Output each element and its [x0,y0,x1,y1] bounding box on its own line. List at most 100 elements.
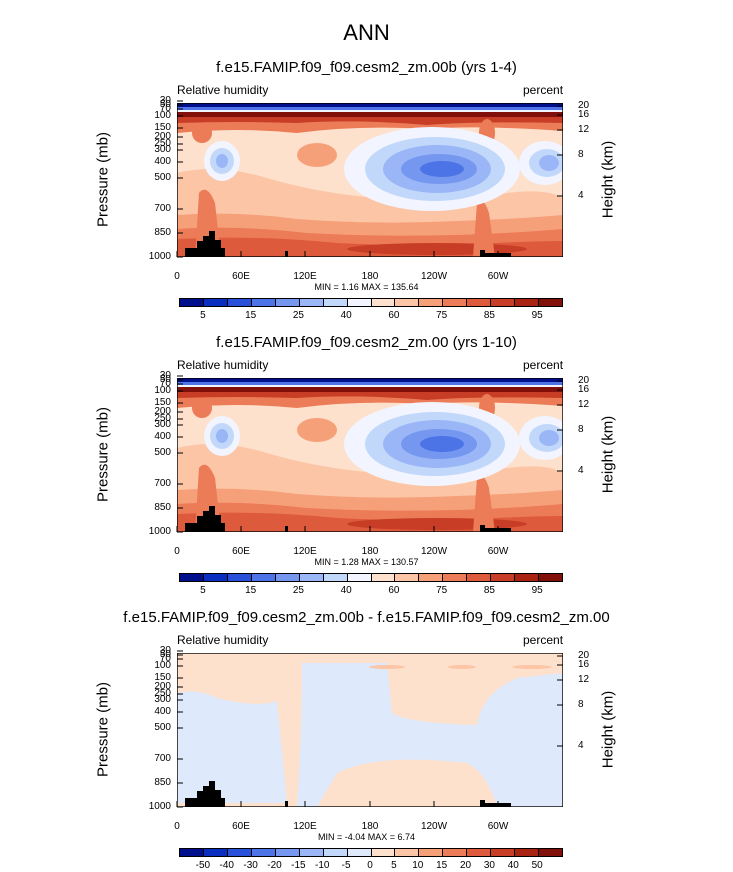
y2-tick-label: 8 [578,424,584,435]
colorbar-label: 95 [531,585,543,596]
colorbar-label: 15 [436,860,448,871]
contour-fill [192,123,212,143]
colorbar-label: 15 [245,310,257,321]
colorbar-box [180,574,204,581]
y-tick-label: 400 [154,431,171,442]
y-tick-label: 850 [154,502,171,513]
colorbar-box [203,299,228,306]
topography-mask [480,525,511,532]
colorbar-label: 5 [200,585,206,596]
colorbar [179,848,563,857]
colorbar-box [491,299,516,306]
colorbar-box [227,299,252,306]
y-tick-label: 150 [154,122,171,133]
colorbar-box [203,574,228,581]
panel-title: f.e15.FAMIP.f09_f09.cesm2_zm.00b - f.e15… [123,609,610,626]
contour-fill [177,691,287,803]
y-tick-label: 100 [154,660,171,671]
y2-tick-label: 20 [578,375,590,386]
y-tick-label: 200 [154,131,171,142]
y-tick-label: 500 [154,447,171,458]
axis-ticks [176,650,563,808]
x-tick-label: 180 [361,821,379,832]
colorbar-label: -20 [267,860,282,871]
contour-fill [420,436,464,452]
colorbar-label: 15 [245,585,257,596]
y-tick-label: 300 [154,144,171,155]
y-axis-title: Pressure (mb) [94,681,112,778]
y-tick-label: 70 [159,653,171,664]
x-tick-label: 60W [487,546,509,557]
colorbar-box [323,299,348,306]
topography-mask [480,800,511,807]
contour-fill [473,475,495,532]
colorbar-box [419,849,444,856]
contour-fill [216,429,228,443]
y-tick-label: 850 [154,777,171,788]
colorbar-box [491,574,516,581]
y-tick-label: 70 [159,103,171,114]
y2-axis-title: Height (km) [599,140,617,219]
contour-fill [177,116,563,125]
contour-fill [297,418,337,442]
colorbar-box [203,849,228,856]
contour-fill [177,382,563,385]
colorbar-box [539,574,562,581]
y-tick-label: 500 [154,172,171,183]
colorbar-label: 5 [391,860,397,871]
y-axis-title: Pressure (mb) [94,131,112,228]
colorbar-box [515,849,540,856]
colorbar-label: 40 [340,585,352,596]
y-tick-label: 300 [154,694,171,705]
x-tick-label: 60W [487,271,509,282]
variable-label: Relative humidity [177,358,269,372]
y-tick-label: 70 [159,378,171,389]
y-tick-label: 700 [154,203,171,214]
colorbar-label: -40 [219,860,234,871]
y-tick-label: 250 [154,688,171,699]
x-tick-label: 180 [361,271,379,282]
colorbar-box [395,849,420,856]
colorbar-label: 75 [436,310,448,321]
colorbar-label: 30 [483,860,495,871]
x-tick-label: 60W [487,821,509,832]
y-tick-label: 400 [154,706,171,717]
colorbar-box [395,299,420,306]
y-tick-label: 1000 [148,801,171,812]
colorbar-box [299,299,324,306]
colorbar-box [515,299,540,306]
colorbar [179,298,563,307]
contour-fill [177,385,563,387]
y2-tick-label: 8 [578,699,584,710]
y2-tick-label: 16 [578,384,590,395]
topography-mask [185,506,225,532]
min-max-label: MIN = 1.16 MAX = 135.64 [314,282,419,292]
x-tick-label: 60E [232,821,250,832]
colorbar-label: 95 [531,310,543,321]
x-tick-label: 120W [420,271,448,282]
colorbar-box [467,299,492,306]
contour-fill [539,155,559,171]
colorbar-box [275,849,300,856]
colorbar-label: 40 [340,310,352,321]
colorbar-box [491,849,516,856]
colorbar-box [419,299,444,306]
colorbar-box [539,299,562,306]
contour-fill [177,107,563,110]
colorbar-box [275,299,300,306]
y-tick-label: 100 [154,110,171,121]
colorbar-label: 5 [200,310,206,321]
y2-tick-label: 4 [578,465,584,476]
topography-mask [185,781,225,807]
colorbar-label: -30 [243,860,258,871]
colorbar-label: -15 [291,860,306,871]
y-tick-label: 700 [154,478,171,489]
colorbar-box [323,574,348,581]
colorbar-box [347,849,372,856]
colorbar-box [227,574,252,581]
colorbar-label: 60 [388,585,400,596]
colorbar-label: 10 [412,860,424,871]
units-label: percent [523,633,564,647]
colorbar-box [371,299,396,306]
colorbar-box [227,849,252,856]
